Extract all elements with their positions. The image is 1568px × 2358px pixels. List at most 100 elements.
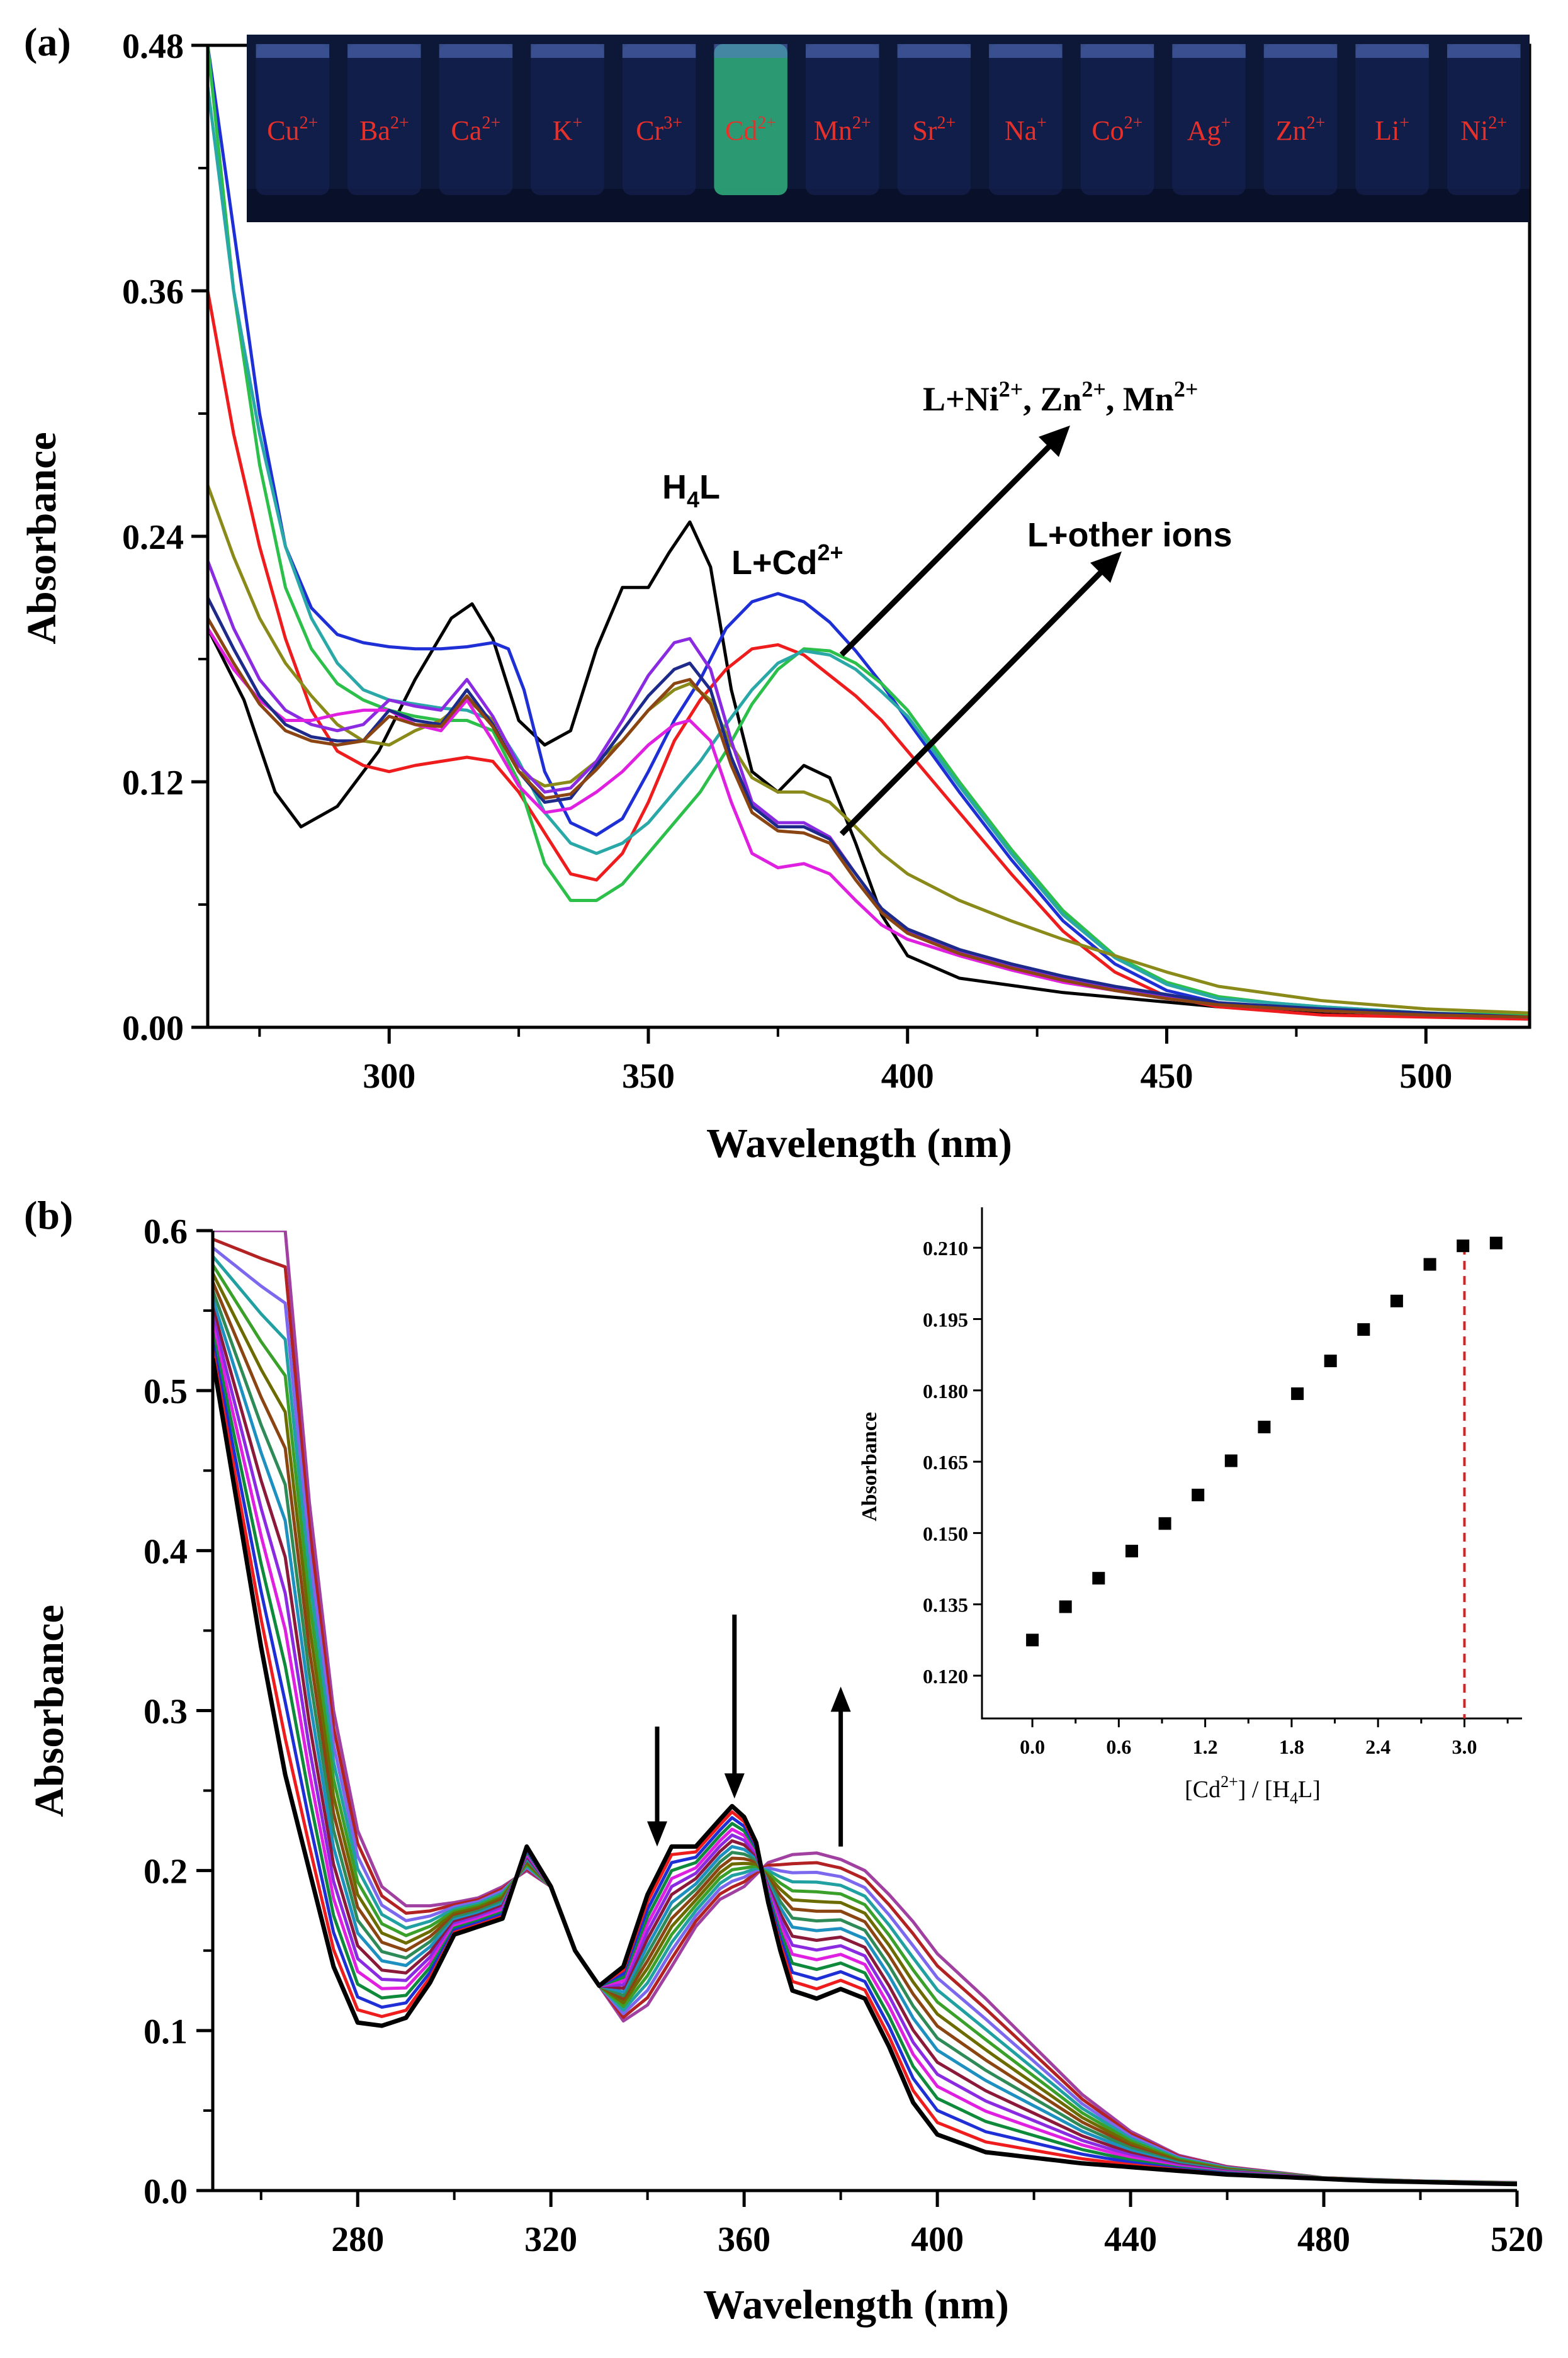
inset-point: [1224, 1454, 1238, 1467]
inset-ytick-label: 0.210: [923, 1237, 968, 1260]
panel-b-ylabel: Absorbance: [26, 1605, 72, 1817]
inset-ytick-label: 0.165: [923, 1451, 968, 1474]
a-ytick-label: 0.12: [122, 764, 184, 803]
b-ytick-label: 0.6: [144, 1212, 188, 1251]
vial: [1172, 44, 1246, 195]
arrow-ni-zn-mn: [839, 426, 1070, 657]
b-titration-line: [213, 1358, 1517, 2187]
a-ytick-label: 0.48: [122, 27, 184, 66]
b-ytick-label: 0.3: [144, 1693, 188, 1732]
vial-label: Cd2+: [725, 113, 776, 146]
inset-point: [1324, 1355, 1337, 1367]
b-ytick-label: 0.4: [144, 1532, 188, 1571]
a-series-line: [206, 560, 1530, 1019]
annotation-l-cd: L+Cd2+: [731, 539, 843, 582]
inset-ticks: 0.0 0.6 1.2 1.8 2.4 3.0 0.120 0.135 0.150 0.165 0.…: [923, 1237, 1509, 1758]
panel-b-axes: [211, 1231, 1517, 2192]
vial-label: Ba2+: [359, 113, 409, 146]
vial-label: Ni2+: [1460, 113, 1507, 146]
b-ytick-label: 0.2: [144, 1853, 188, 1892]
inset-point: [1357, 1323, 1370, 1336]
inset-xtick-label: 1.8: [1279, 1735, 1304, 1758]
inset-point: [1291, 1387, 1304, 1401]
vial-label: Cu2+: [267, 113, 318, 146]
vial: [989, 44, 1063, 195]
vial-rim: [989, 44, 1063, 58]
b-arrow-head: [830, 1686, 851, 1712]
inset-scatter: 0.0 0.6 1.2 1.8 2.4 3.0 0.120 0.135 0.150 0.165 0.…: [858, 1207, 1522, 1807]
a-series-line: [206, 86, 1530, 1019]
inset-point: [1059, 1600, 1072, 1613]
inset-xtick-label: 3.0: [1452, 1735, 1477, 1758]
a-ytick-label: 0.24: [122, 518, 184, 557]
vial: [1080, 44, 1154, 195]
inset-point: [1457, 1239, 1470, 1253]
a-series-line: [206, 617, 1530, 1019]
inset-ytick-label: 0.180: [923, 1380, 968, 1402]
b-xtick-label: 280: [331, 2220, 384, 2259]
panel-b-xlabel: Wavelength (nm): [703, 2282, 1009, 2328]
vial-rim: [439, 44, 513, 58]
vial-label: Na+: [1005, 113, 1047, 146]
vial-rim: [531, 44, 604, 58]
vial-label: Ca2+: [451, 113, 501, 146]
inset-point: [1026, 1633, 1039, 1647]
vial-rim: [1172, 44, 1246, 58]
inset-point: [1489, 1236, 1503, 1250]
vial: [806, 44, 879, 195]
inset-point: [1158, 1517, 1171, 1530]
vial-label: Li+: [1375, 113, 1409, 146]
inset-ytick-label: 0.150: [923, 1522, 968, 1545]
panel-b-arrows: [647, 1615, 851, 1847]
vial-label: Sr2+: [912, 113, 956, 146]
vial-labels: Cu2+ Ba2+ Ca2+ K+ Cr3+ Cd2+ Mn2+ Sr2+ Na+ Co2+ Ag+…: [267, 113, 1507, 146]
vial-rim: [256, 44, 330, 58]
panel-label-b: (b): [24, 1193, 73, 1238]
vial: [531, 44, 604, 195]
panel-a-series: [206, 45, 1530, 1021]
annotation-l-ni-zn-mn: L+Ni2+, Zn2+, Mn2+: [923, 376, 1198, 418]
inset-xtick-label: 2.4: [1365, 1735, 1390, 1758]
annotation-h4l: H4L: [662, 468, 720, 512]
vial-label: Mn2+: [814, 113, 871, 146]
inset-background: [982, 1207, 1522, 1718]
inset-point: [1258, 1421, 1271, 1433]
panel-a-xlabel: Wavelength (nm): [706, 1120, 1012, 1166]
a-xtick-label: 500: [1399, 1057, 1452, 1096]
b-ytick-label: 0.0: [144, 2172, 188, 2211]
vial-label: Zn2+: [1276, 113, 1326, 146]
vial: [439, 44, 513, 195]
inset-point: [1192, 1489, 1205, 1501]
vial-shapes: [256, 44, 1521, 195]
inset-axes: [981, 1207, 1522, 1720]
vial-label: Ag+: [1187, 113, 1231, 146]
arrow-other-ions: [839, 551, 1122, 837]
vial-rim: [622, 44, 696, 58]
vial: [1447, 44, 1521, 195]
b-arrow-head: [647, 1821, 668, 1847]
a-series-line: [206, 520, 1530, 1021]
a-ytick-label: 0.00: [122, 1009, 184, 1048]
vial-photo-shadow: [247, 189, 1530, 222]
panel-b-ticks: 280 320 360 400 440 480 520 0.0 0.1 0.2 0.3 0.4 0.5 0…: [144, 1212, 1543, 2259]
inset-point: [1390, 1294, 1403, 1307]
panel-b-series: [213, 1231, 1517, 2187]
vial-photo-inset: Cu2+ Ba2+ Ca2+ K+ Cr3+ Cd2+ Mn2+ Sr2+ Na+ Co2+ Ag+…: [247, 35, 1530, 222]
inset-ylabel: Absorbance: [858, 1412, 881, 1521]
annotation-l-other-ions: L+other ions: [1027, 516, 1232, 554]
a-series-line: [206, 290, 1530, 1021]
vial: [897, 44, 971, 195]
vial-label: Co2+: [1091, 113, 1142, 146]
vial-rim: [897, 44, 971, 58]
a-xtick-label: 350: [622, 1057, 675, 1096]
vial-rim: [347, 44, 421, 58]
inset-points: [1026, 1236, 1503, 1647]
inset-ytick-label: 0.120: [923, 1665, 968, 1688]
vial: [1263, 44, 1338, 195]
panel-a-ticks: 300 350 400 450 500 0.00 0.12 0.24 0.36 0.48: [122, 27, 1452, 1096]
inset-xtick-label: 1.2: [1193, 1735, 1218, 1758]
vial-rim: [1080, 44, 1154, 58]
vial: [347, 44, 421, 195]
b-xtick-label: 320: [524, 2220, 577, 2259]
vial: [714, 44, 787, 195]
